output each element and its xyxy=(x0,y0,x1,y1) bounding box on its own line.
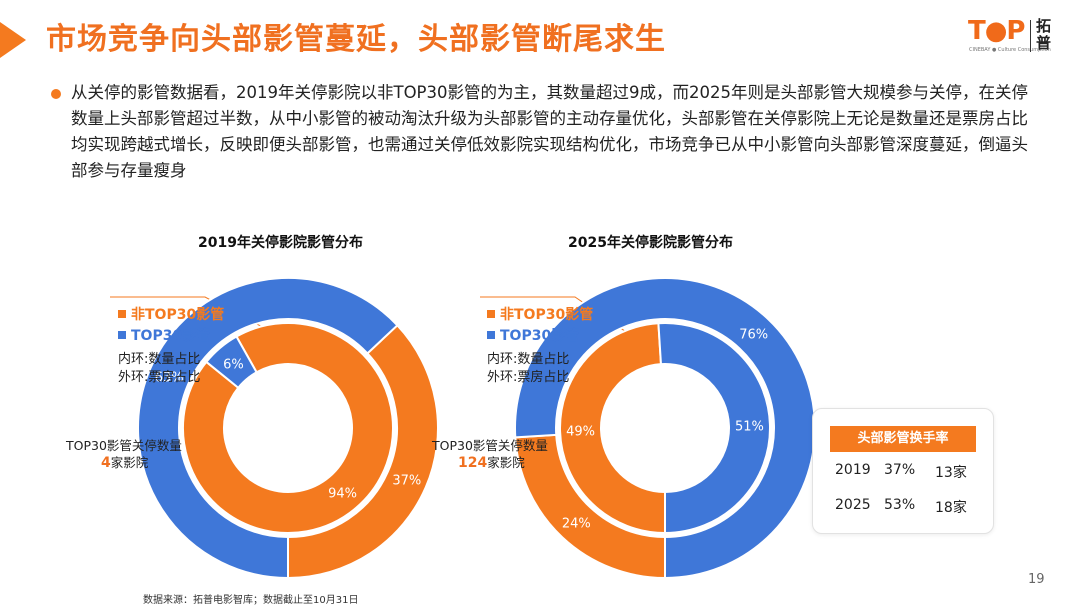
count-line: 4家影院 xyxy=(66,454,182,472)
legend-item-top30: TOP30影管 xyxy=(118,326,224,347)
legend-swatch-blue xyxy=(487,331,495,339)
legend-item-non-top30: 非TOP30影管 xyxy=(118,305,224,326)
legend-item-top30: TOP30影管 xyxy=(487,326,593,347)
legend-swatch-orange xyxy=(118,310,126,318)
count-unit: 家影院 xyxy=(110,455,149,470)
inner-ring-value-label: 6% xyxy=(223,357,244,372)
ring-note-inner: 内环:数量占比 xyxy=(487,352,570,367)
outer-ring-value-label: 76% xyxy=(739,328,768,343)
chart-2019-title: 2019年关停影院影管分布 xyxy=(198,235,363,251)
logo-wordmark: T●P xyxy=(968,16,1025,46)
legend-label: 非TOP30影管 xyxy=(500,307,594,323)
logo-tagline: CINEBAY ● Culture Consumption xyxy=(969,47,1051,53)
chart-2025-ring-note: 内环:数量占比 外环:票房占比 xyxy=(487,351,569,387)
legend-swatch-blue xyxy=(118,331,126,339)
ring-note-outer: 外环:票房占比 xyxy=(118,370,201,385)
legend-label: 非TOP30影管 xyxy=(131,307,225,323)
inner-ring-slice-non-top30 xyxy=(182,322,394,534)
chart-2025-title: 2025年关停影院影管分布 xyxy=(568,235,733,251)
logo-cn-text: 拓普 xyxy=(1036,17,1052,52)
brand-logo: T●P CINEBAY ● Culture Consumption 拓普 xyxy=(968,16,1064,60)
outer-ring-slice-top30 xyxy=(137,277,399,580)
chart-2025-legend: 非TOP30影管 TOP30影管 xyxy=(487,305,593,347)
page-number: 19 xyxy=(1028,572,1045,587)
chart-2019-ring-note: 内环:数量占比 外环:票房占比 xyxy=(118,351,200,387)
outer-ring-slice-non-top30 xyxy=(287,323,439,580)
turnover-card: 头部影管换手率 2019 37% 13家 2025 53% 18家 xyxy=(812,408,994,534)
summary-text: 从关停的影管数据看，2019年关停影院以非TOP30影管的为主，其数量超过9成，… xyxy=(71,83,1028,180)
donut-chart-2025: 24% 76% 49% 51% xyxy=(514,277,816,580)
page-title: 市场竞争向头部影管蔓延，头部影管断尾求生 xyxy=(46,22,666,57)
outer-ring-value-label: 63% xyxy=(155,371,184,386)
legend-label: TOP30影管 xyxy=(500,328,580,344)
outer-ring-value-label: 24% xyxy=(562,516,591,531)
inner-ring-value-label: 51% xyxy=(735,419,764,434)
chart-2019-count-note: TOP30影管关停数量 4家影院 xyxy=(66,437,182,472)
count-value: 4 xyxy=(101,455,111,471)
donut-chart-2019: 37% 63% 94% 6% xyxy=(137,277,439,580)
turnover-year: 2019 xyxy=(835,462,871,478)
bullet-dot-icon xyxy=(51,89,61,99)
turnover-header: 头部影管换手率 xyxy=(830,426,976,452)
chart-2019-legend: 非TOP30影管 TOP30影管 xyxy=(118,305,224,347)
inner-ring-slice-top30 xyxy=(204,335,258,390)
turnover-rate: 53% xyxy=(884,497,916,513)
inner-ring-slice-top30 xyxy=(657,322,771,535)
legend-swatch-orange xyxy=(487,310,495,318)
data-source-note: 数据来源：拓普电影智库；数据截止至10月31日 xyxy=(143,595,359,606)
inner-ring-value-label: 49% xyxy=(566,425,595,440)
logo-divider xyxy=(1030,20,1031,52)
inner-ring-slice-non-top30 xyxy=(559,322,666,535)
turnover-year: 2025 xyxy=(835,497,871,513)
legend-item-non-top30: 非TOP30影管 xyxy=(487,305,593,326)
ring-note-inner: 内环:数量占比 xyxy=(118,352,201,367)
turnover-count: 18家 xyxy=(935,500,967,516)
count-unit: 家影院 xyxy=(487,455,525,470)
ring-note-outer: 外环:票房占比 xyxy=(487,370,570,385)
turnover-rate: 37% xyxy=(884,462,916,478)
turnover-count: 13家 xyxy=(935,465,967,481)
legend-label: TOP30影管 xyxy=(131,328,211,344)
outer-ring-slice-top30 xyxy=(514,277,816,580)
count-value: 124 xyxy=(458,455,488,471)
count-label: TOP30影管关停数量 xyxy=(432,438,548,453)
count-line: 124家影院 xyxy=(432,454,548,472)
chart-2025-count-note: TOP30影管关停数量 124家影院 xyxy=(432,437,548,472)
outer-ring-value-label: 37% xyxy=(392,473,421,488)
title-accent-triangle xyxy=(0,22,26,58)
count-label: TOP30影管关停数量 xyxy=(66,438,182,453)
inner-ring-value-label: 94% xyxy=(328,487,357,502)
